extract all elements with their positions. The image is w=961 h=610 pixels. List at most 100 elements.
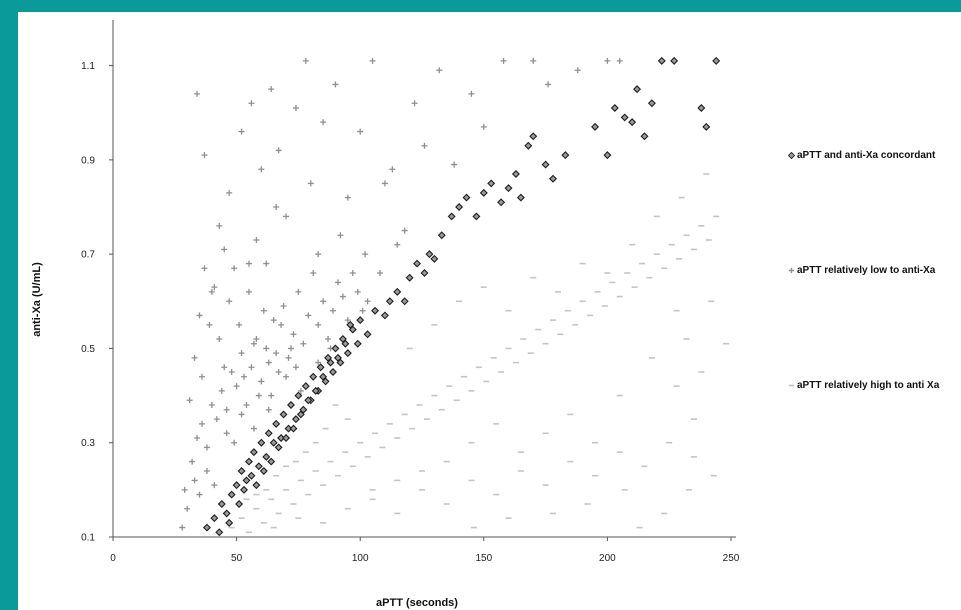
data-point [296,410,305,419]
data-point [349,270,356,276]
data-point [411,100,418,107]
data-point [462,193,471,202]
data-point [657,56,666,65]
data-point [354,288,361,295]
data-point [267,457,276,466]
data-point [245,260,252,267]
data-point [304,396,313,405]
data-point [260,307,267,314]
data-point [262,452,271,461]
data-point [316,363,325,372]
data-point [249,448,258,457]
data-point [500,57,507,64]
data-point [221,364,228,371]
data-point [255,392,262,399]
data-point [265,359,272,366]
data-point [215,528,224,537]
data-point [329,368,337,376]
data-point [253,237,260,243]
data-point [319,372,328,381]
data-point [244,457,253,466]
data-point [198,373,205,380]
data-point [353,339,362,348]
data-point [292,105,299,111]
data-point [210,514,219,523]
data-point [389,166,396,173]
data-point [247,471,256,480]
data-point [315,251,322,258]
data-point [628,118,637,127]
data-point [371,306,380,315]
data-point [254,462,263,471]
data-point [201,265,208,272]
data-point [208,402,215,408]
data-point [497,198,506,207]
data-point [223,406,230,413]
data-point [285,354,292,361]
data-point [364,298,371,305]
data-point [275,147,282,154]
data-point [184,505,191,512]
data-point [196,491,203,498]
data-point [320,119,327,126]
data-point [223,430,230,437]
data-point [603,151,612,160]
legend-item-low: aPTT relatively low to anti-Xa [788,265,961,277]
y-tick-label: 0.7 [81,250,95,261]
data-point [236,321,243,328]
data-point [524,141,533,150]
data-point [243,402,250,408]
data-point [640,132,649,141]
data-point [420,269,429,277]
data-point [574,67,581,74]
data-point [213,416,220,423]
data-point [363,330,372,339]
data-point [341,339,350,348]
data-point [516,193,525,202]
chart-figure: 0.1 0.3 0.5 0.7 0.9 1.1 0 50 100 150 200 250 aPTT (… [18,12,961,610]
data-point [297,387,304,394]
data-point [253,336,260,342]
data-point [206,321,213,328]
data-point [295,288,302,295]
data-point [468,90,475,97]
data-point [216,222,223,229]
data-point [344,317,351,324]
data-point [330,307,337,314]
data-point [181,486,188,493]
data-point [647,99,656,108]
x-tick-label: 100 [352,553,369,564]
legend-label: aPTT relatively low to anti-Xa [797,265,936,276]
data-point [270,317,277,324]
data-point [405,273,414,282]
data-point [339,293,346,300]
data-point [294,391,303,400]
data-point [280,303,287,309]
data-point [194,90,201,97]
data-point [321,377,330,386]
y-axis-title: anti-Xa (U/mL) [31,262,43,337]
x-tick-label: 200 [599,553,616,564]
data-point [549,174,557,183]
data-point [324,353,333,362]
data-point [287,401,295,409]
data-point [697,104,706,112]
data-point [257,438,266,447]
data-point [487,179,496,188]
data-point [712,56,721,65]
data-point [250,340,257,347]
data-point [273,350,280,357]
data-point [283,373,290,380]
data-point [287,345,294,352]
scatter-plot: 0.1 0.3 0.5 0.7 0.9 1.1 0 50 100 150 200 250 aPTT (… [31,20,740,609]
data-point [283,213,290,220]
data-point [258,166,265,173]
data-point [242,476,251,485]
data-point [359,307,366,314]
data-point [332,81,339,88]
data-point [315,359,322,366]
data-point [479,188,488,197]
data-point [233,383,240,390]
data-point [376,270,383,276]
data-point [227,490,236,499]
